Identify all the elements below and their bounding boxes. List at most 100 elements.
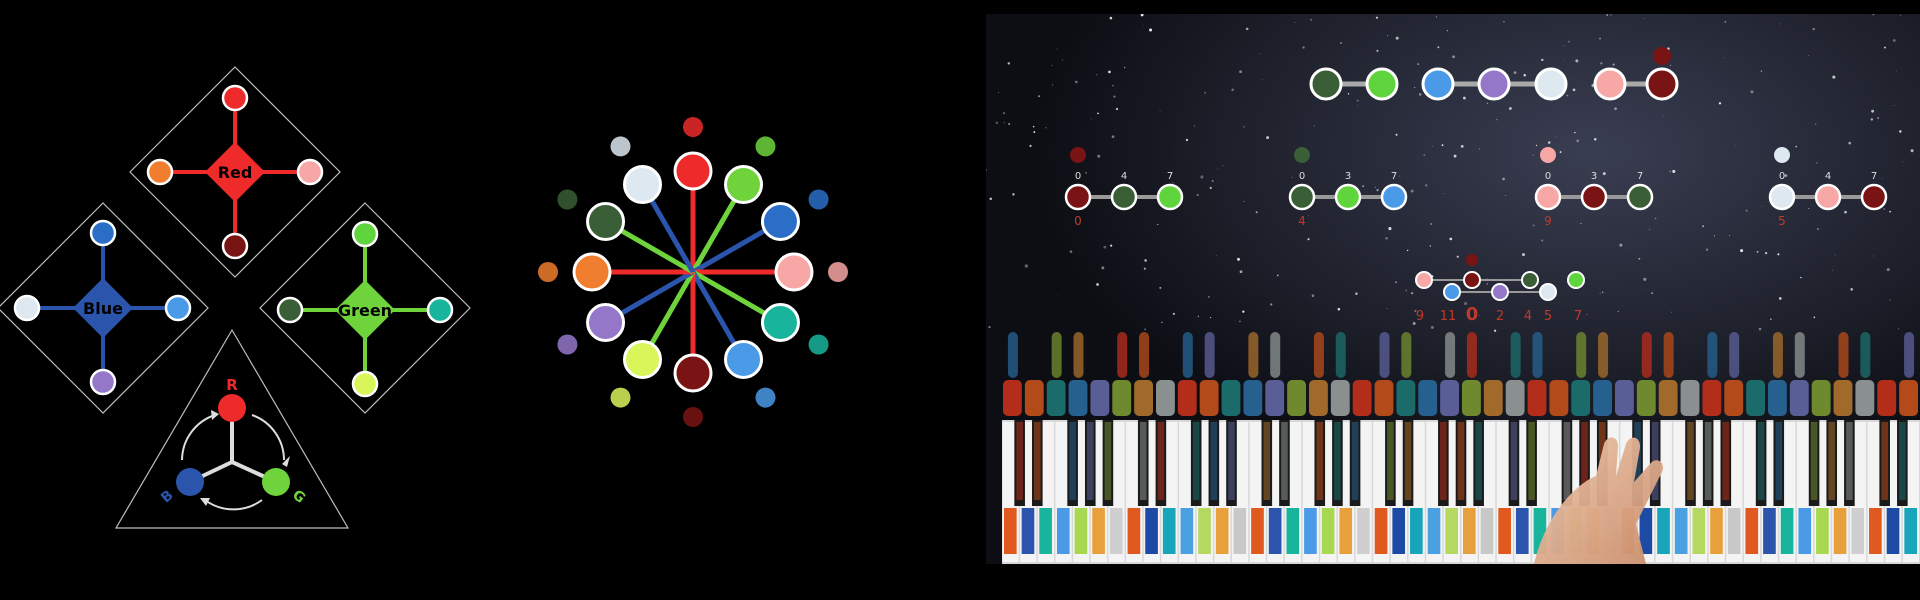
- peach-icon-shape: [828, 262, 848, 282]
- key-cap: [1899, 380, 1918, 416]
- key-cap: [1352, 380, 1372, 416]
- chord-interval-label: 0: [1299, 171, 1305, 182]
- key-cap: [1243, 380, 1263, 416]
- chord-interval-label: 0: [1545, 171, 1551, 182]
- star: [1871, 109, 1875, 113]
- star: [1547, 141, 1551, 144]
- key-cap: [1593, 380, 1612, 416]
- tube-light: [1466, 332, 1477, 378]
- star: [1502, 177, 1505, 181]
- key-cap: [1221, 380, 1241, 416]
- star: [1559, 151, 1562, 153]
- chord-root-number: 9: [1544, 214, 1552, 228]
- chord-progression-cluster: 9 11 0 2 4 5 7: [1415, 254, 1585, 325]
- star: [1096, 283, 1099, 286]
- star: [1614, 107, 1617, 111]
- white-key-color: [1727, 508, 1741, 554]
- star: [1302, 46, 1305, 49]
- white-key-color: [1286, 508, 1300, 554]
- star: [1185, 138, 1189, 142]
- star: [1085, 172, 1087, 174]
- star: [1143, 25, 1144, 27]
- blue-node-left: [13, 294, 41, 322]
- star: [1669, 170, 1671, 173]
- white-key-color: [1763, 508, 1776, 554]
- key-cap: [1636, 380, 1656, 416]
- star: [1564, 45, 1566, 47]
- star: [1113, 95, 1116, 98]
- triangle-r-node: [218, 394, 246, 422]
- white-key-color: [1869, 508, 1882, 554]
- top-chain-note: [1645, 67, 1679, 101]
- tube-light: [1641, 332, 1652, 378]
- tube-light: [1772, 332, 1783, 378]
- triangle-b-node: [176, 468, 204, 496]
- white-key-color: [1304, 508, 1317, 554]
- star: [1886, 268, 1890, 272]
- star: [1239, 70, 1242, 74]
- wheel-node: [572, 252, 612, 292]
- star: [1576, 139, 1580, 143]
- star: [1602, 291, 1604, 293]
- star: [1714, 235, 1716, 237]
- star: [1261, 79, 1263, 81]
- key-cap: [1505, 380, 1525, 416]
- white-key-color: [1410, 508, 1423, 554]
- black-key-color: [1139, 422, 1147, 500]
- star: [1638, 257, 1641, 260]
- star: [1808, 54, 1810, 56]
- black-key-color: [1334, 422, 1341, 500]
- tube-light: [1139, 332, 1150, 378]
- chord-note: [1768, 183, 1796, 211]
- star: [1619, 243, 1623, 247]
- white-key-color: [1056, 508, 1070, 554]
- star: [1449, 237, 1453, 241]
- key-cap: [1440, 380, 1459, 416]
- star: [1097, 112, 1099, 115]
- star: [1899, 15, 1901, 17]
- star: [1405, 289, 1408, 292]
- white-key-color: [1392, 508, 1406, 554]
- key-cap: [1702, 380, 1722, 416]
- star: [1376, 188, 1379, 192]
- star: [1340, 41, 1343, 44]
- key-cap: [1287, 380, 1306, 416]
- key-cap: [1177, 380, 1197, 416]
- black-key-color: [1581, 422, 1588, 500]
- peach-icon: [828, 262, 848, 282]
- olive-icon-shape: [557, 189, 578, 210]
- white-key-color: [1833, 508, 1847, 554]
- star: [1209, 186, 1212, 190]
- star: [1032, 125, 1035, 128]
- key-cap: [1199, 380, 1219, 416]
- black-key-color: [1157, 422, 1165, 500]
- star: [1101, 266, 1105, 270]
- black-key-color: [1722, 422, 1730, 500]
- white-key-color: [1710, 508, 1723, 554]
- white-key-color: [1162, 508, 1176, 554]
- chord-icon: [1540, 147, 1556, 163]
- star: [1425, 184, 1428, 187]
- star: [1144, 328, 1147, 331]
- star: [1877, 117, 1880, 119]
- black-key-color: [1069, 422, 1076, 500]
- key-cap: [1724, 380, 1744, 416]
- star: [1207, 296, 1210, 298]
- green-diamond: Green: [259, 202, 471, 414]
- black-key-color: [1086, 422, 1094, 500]
- star: [1729, 235, 1730, 237]
- white-key-color: [1109, 508, 1123, 554]
- star: [1395, 133, 1398, 136]
- white-key-color: [1780, 508, 1794, 554]
- star: [1651, 292, 1653, 294]
- star: [1399, 175, 1401, 177]
- star: [1522, 253, 1525, 257]
- star: [1242, 310, 1245, 313]
- black-key-color: [1563, 422, 1571, 500]
- black-key-color: [1457, 422, 1465, 500]
- white-key-color: [1463, 508, 1476, 554]
- star: [1056, 48, 1058, 50]
- star: [1761, 205, 1763, 207]
- chord-root-number: 0: [1074, 214, 1082, 228]
- black-key-color: [1210, 422, 1218, 500]
